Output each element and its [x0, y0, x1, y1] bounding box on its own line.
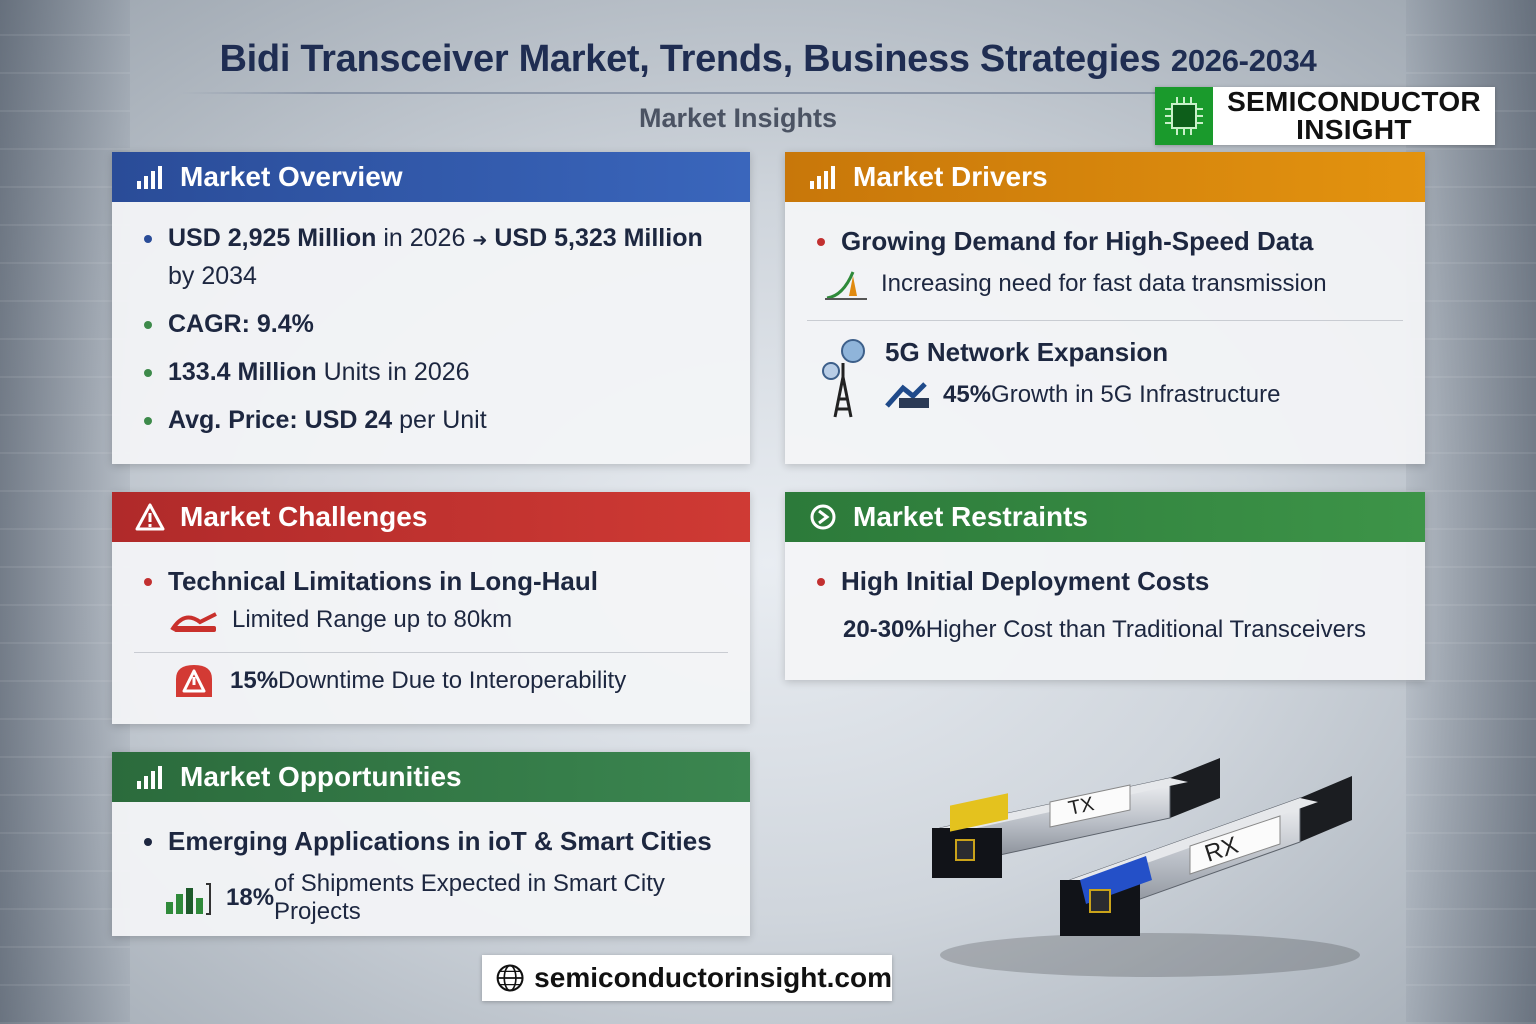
- opportunity-item-1-text: Emerging Applications in ioT & Smart Cit…: [168, 826, 712, 856]
- logo-line2: INSIGHT: [1296, 114, 1412, 145]
- alert-icon: [176, 665, 212, 697]
- title-years: 2026-2034: [1170, 43, 1317, 78]
- market-overview-title: Market Overview: [180, 161, 403, 192]
- range-icon: [170, 612, 217, 632]
- opportunity-item-1-sub-text: of Shipments Expected in Smart City Proj…: [274, 870, 665, 925]
- value-2034: USD 5,323 Million: [494, 224, 703, 252]
- overview-list: USD 2,925 Million in 2026 ➜ USD 5,323 Mi…: [112, 202, 750, 438]
- market-opportunities-panel: Market Opportunities Emerging Applicatio…: [112, 752, 750, 936]
- price-text: per Unit: [392, 406, 487, 434]
- driver-item-1-title: Growing Demand for High-Speed Data: [785, 226, 1425, 256]
- list-item: Avg. Price: USD 24 per Unit: [140, 402, 750, 438]
- challenge-item-2: 15% Downtime Due to Interoperability: [112, 663, 750, 699]
- brand-logo: SEMICONDUCTOR INSIGHT: [1155, 87, 1495, 145]
- cell-tower-icon: [822, 339, 865, 418]
- page-subtitle: Market Insights: [638, 103, 838, 133]
- footer-url-badge[interactable]: semiconductorinsight.com: [482, 955, 892, 1001]
- market-drivers-header: Market Drivers: [785, 152, 1425, 202]
- driver-item-2-title: 5G Network Expansion: [885, 337, 1169, 367]
- market-challenges-header: Market Challenges: [112, 492, 750, 542]
- driver-item-2-value: 45%: [943, 381, 992, 408]
- opportunity-item-1-value: 18%: [226, 884, 275, 911]
- driver-item-2-sub: 45% Growth in 5G Infrastructure: [885, 380, 1281, 410]
- challenge-item-2-value: 15%: [230, 667, 279, 694]
- in-2026-text: in 2026: [376, 224, 473, 252]
- bar-chart-icon: [134, 762, 166, 792]
- list-item: 133.4 Million Units in 2026: [140, 354, 750, 390]
- list-item: CAGR: 9.4%: [140, 306, 750, 342]
- driver-item-1-sub: Increasing need for fast data transmissi…: [785, 266, 1425, 302]
- cagr-value: 9.4%: [256, 310, 314, 338]
- logo-line1: SEMICONDUCTOR: [1227, 86, 1481, 117]
- tx-label: TX: [1066, 793, 1096, 820]
- transceiver-modules-illustration: TX RX: [932, 758, 1360, 977]
- globe-icon: [496, 964, 524, 992]
- driver-item-1-sub-text: Increasing need for fast data transmissi…: [881, 270, 1327, 297]
- restraint-item-1-text: High Initial Deployment Costs: [841, 566, 1210, 596]
- market-challenges-title: Market Challenges: [180, 501, 428, 532]
- background-shelf-left: [0, 0, 130, 1024]
- logo-text: SEMICONDUCTOR INSIGHT: [1213, 88, 1495, 144]
- refresh-icon: [807, 502, 839, 532]
- tx-module: TX: [932, 758, 1220, 878]
- market-opportunities-title: Market Opportunities: [180, 761, 462, 792]
- bar-chart-icon: [807, 162, 839, 192]
- footer-url[interactable]: semiconductorinsight.com: [534, 962, 892, 993]
- market-drivers-panel: Market Drivers Growing Demand for High-S…: [785, 152, 1425, 464]
- arrow-icon: ➜: [472, 230, 488, 250]
- value-2026: USD 2,925 Million: [168, 224, 377, 252]
- market-restraints-panel: Market Restraints High Initial Deploymen…: [785, 492, 1425, 680]
- driver-item-2: 5G Network Expansion 45% Growth in 5G In…: [785, 337, 1425, 421]
- market-challenges-panel: Market Challenges Technical Limitations …: [112, 492, 750, 724]
- driver-item-1-text: Growing Demand for High-Speed Data: [841, 226, 1314, 256]
- speed-chart-icon: [825, 271, 867, 300]
- bar-chart-icon: [134, 162, 166, 192]
- challenge-item-1-title: Technical Limitations in Long-Haul: [112, 566, 750, 596]
- warning-icon: [134, 502, 166, 532]
- challenge-item-1-sub-text: Limited Range up to 80km: [232, 606, 513, 633]
- opportunity-item-1-title: Emerging Applications in ioT & Smart Cit…: [112, 826, 750, 856]
- page-title: Bidi Transceiver Market, Trends, Busines…: [0, 38, 1536, 81]
- challenge-item-1-text: Technical Limitations in Long-Haul: [168, 566, 598, 596]
- opportunity-item-1-sub: 18% of Shipments Expected in Smart City …: [112, 870, 750, 926]
- market-restraints-title: Market Restraints: [853, 501, 1088, 532]
- driver-item-2-sub-text: Growth in 5G Infrastructure: [991, 381, 1281, 408]
- growth-icon: [885, 382, 929, 408]
- bar-chart-icon: [166, 883, 211, 915]
- background-shelf-right: [1406, 0, 1536, 1024]
- restraint-item-1-sub: 20-30% Higher Cost than Traditional Tran…: [785, 616, 1425, 644]
- list-item: USD 2,925 Million in 2026 ➜ USD 5,323 Mi…: [140, 220, 750, 294]
- cagr-label: CAGR:: [168, 310, 250, 338]
- title-text: Bidi Transceiver Market, Trends, Busines…: [219, 38, 1161, 80]
- title-divider: [180, 92, 1340, 94]
- restraint-item-1-value: 20-30%: [843, 616, 926, 643]
- price-label: Avg. Price:: [168, 406, 298, 434]
- restraint-item-1-sub-text: Higher Cost than Traditional Transceiver…: [925, 616, 1366, 643]
- market-drivers-title: Market Drivers: [853, 161, 1048, 192]
- challenge-item-1-sub: Limited Range up to 80km: [112, 606, 750, 634]
- restraint-item-1-title: High Initial Deployment Costs: [785, 566, 1425, 596]
- price-value: USD 24: [304, 406, 393, 434]
- by-2034-text: by 2034: [168, 262, 257, 290]
- chip-icon: [1155, 87, 1213, 145]
- rx-module: RX: [1060, 776, 1352, 936]
- divider: [807, 320, 1403, 321]
- market-restraints-header: Market Restraints: [785, 492, 1425, 542]
- market-overview-panel: Market Overview USD 2,925 Million in 202…: [112, 152, 750, 464]
- units-value: 133.4 Million: [168, 358, 317, 386]
- market-overview-header: Market Overview: [112, 152, 750, 202]
- market-opportunities-header: Market Opportunities: [112, 752, 750, 802]
- divider: [134, 652, 728, 653]
- units-text: Units in 2026: [316, 358, 470, 386]
- challenge-item-2-text: Downtime Due to Interoperability: [278, 667, 627, 694]
